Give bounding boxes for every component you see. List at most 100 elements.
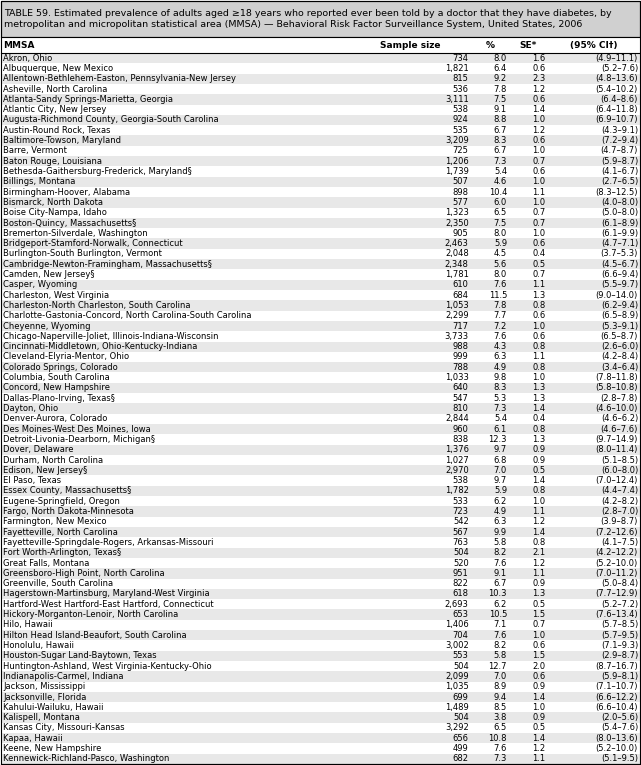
Text: 6.2: 6.2 (494, 600, 507, 609)
Text: Jackson, Mississippi: Jackson, Mississippi (3, 682, 85, 692)
Text: 2,048: 2,048 (445, 249, 469, 259)
Text: Jacksonville, Florida: Jacksonville, Florida (3, 692, 87, 702)
Text: 3,002: 3,002 (445, 641, 469, 650)
Text: 9.1: 9.1 (494, 105, 507, 114)
Text: 9.4: 9.4 (494, 692, 507, 702)
Text: 1,376: 1,376 (445, 445, 469, 454)
Text: 2,299: 2,299 (445, 311, 469, 321)
Text: 7.3: 7.3 (494, 754, 507, 763)
Text: 924: 924 (453, 116, 469, 125)
Text: (2.9–8.7): (2.9–8.7) (601, 651, 638, 660)
Bar (1, 599, 640, 610)
Text: (5.9–8.7): (5.9–8.7) (601, 157, 638, 166)
Text: 1.4: 1.4 (532, 528, 545, 537)
Text: MMSA: MMSA (3, 41, 35, 50)
Text: 5.4: 5.4 (494, 415, 507, 423)
Text: (8.7–16.7): (8.7–16.7) (595, 662, 638, 671)
Text: Greensboro-High Point, North Carolina: Greensboro-High Point, North Carolina (3, 569, 165, 578)
Bar (1, 125, 640, 135)
Text: (5.8–10.8): (5.8–10.8) (595, 383, 638, 392)
Text: (6.4–11.8): (6.4–11.8) (595, 105, 638, 114)
Text: 8.5: 8.5 (494, 703, 507, 711)
Text: Cincinnati-Middletown, Ohio-Kentucky-Indiana: Cincinnati-Middletown, Ohio-Kentucky-Ind… (3, 342, 197, 351)
Bar (1, 651, 640, 661)
Text: 538: 538 (453, 476, 469, 485)
Text: (9.0–14.0): (9.0–14.0) (595, 291, 638, 300)
Bar (1, 640, 640, 651)
Text: 0.8: 0.8 (532, 487, 545, 496)
Text: Casper, Wyoming: Casper, Wyoming (3, 280, 78, 289)
Bar (1, 661, 640, 671)
Text: (4.6–6.2): (4.6–6.2) (601, 415, 638, 423)
Text: (5.4–10.2): (5.4–10.2) (595, 85, 638, 93)
Text: 507: 507 (453, 177, 469, 187)
Bar (1, 280, 640, 290)
Text: 788: 788 (453, 363, 469, 372)
Text: 1.0: 1.0 (532, 496, 545, 506)
Text: 10.4: 10.4 (488, 187, 507, 197)
Text: 1.2: 1.2 (532, 558, 545, 568)
Text: 999: 999 (453, 353, 469, 362)
Text: 0.6: 0.6 (532, 167, 545, 176)
Text: 0.5: 0.5 (532, 724, 545, 732)
Text: 1,033: 1,033 (445, 373, 469, 382)
Text: 1.3: 1.3 (532, 291, 545, 300)
Text: 0.7: 0.7 (532, 208, 545, 217)
Bar (1, 568, 640, 578)
Text: (4.2–8.4): (4.2–8.4) (601, 353, 638, 362)
Text: Allentown-Bethlehem-Easton, Pennsylvania-New Jersey: Allentown-Bethlehem-Easton, Pennsylvania… (3, 74, 236, 83)
Text: 7.6: 7.6 (494, 280, 507, 289)
Text: (7.1–9.3): (7.1–9.3) (601, 641, 638, 650)
Text: Dallas-Plano-Irving, Texas§: Dallas-Plano-Irving, Texas§ (3, 394, 115, 402)
Text: 11.5: 11.5 (488, 291, 507, 300)
Text: 704: 704 (453, 630, 469, 640)
Text: 1,035: 1,035 (445, 682, 469, 692)
Text: 0.6: 0.6 (532, 672, 545, 681)
Text: 7.0: 7.0 (494, 672, 507, 681)
Text: 734: 734 (453, 54, 469, 63)
Text: 504: 504 (453, 662, 469, 671)
Text: 1.0: 1.0 (532, 177, 545, 187)
Bar (1, 712, 640, 723)
Bar (1, 496, 640, 506)
Text: Edison, New Jersey§: Edison, New Jersey§ (3, 466, 87, 475)
Text: (5.0–8.4): (5.0–8.4) (601, 579, 638, 588)
Text: 1.1: 1.1 (532, 353, 545, 362)
Text: 5.9: 5.9 (494, 239, 507, 248)
Text: 499: 499 (453, 744, 469, 753)
Text: Atlantic City, New Jersey: Atlantic City, New Jersey (3, 105, 106, 114)
Text: TABLE 59. Estimated prevalence of adults aged ≥18 years who reported ever been t: TABLE 59. Estimated prevalence of adults… (4, 9, 612, 29)
Text: 2,348: 2,348 (445, 260, 469, 269)
Text: Essex County, Massachusetts§: Essex County, Massachusetts§ (3, 487, 131, 496)
Text: Bridgeport-Stamford-Norwalk, Connecticut: Bridgeport-Stamford-Norwalk, Connecticut (3, 239, 183, 248)
Text: 3,733: 3,733 (445, 332, 469, 341)
Text: (7.7–12.9): (7.7–12.9) (595, 590, 638, 598)
Bar (1, 435, 640, 444)
Text: (2.7–6.5): (2.7–6.5) (601, 177, 638, 187)
Text: 4.3: 4.3 (494, 342, 507, 351)
Bar (1, 754, 640, 764)
Text: 7.5: 7.5 (494, 219, 507, 227)
Text: (8.0–13.6): (8.0–13.6) (595, 734, 638, 743)
Text: Billings, Montana: Billings, Montana (3, 177, 76, 187)
Text: Greenville, South Carolina: Greenville, South Carolina (3, 579, 113, 588)
Text: (4.7–8.7): (4.7–8.7) (601, 146, 638, 155)
Bar (1, 156, 640, 166)
Bar (1, 73, 640, 84)
Text: Eugene-Springfield, Oregon: Eugene-Springfield, Oregon (3, 496, 120, 506)
Text: Kennewick-Richland-Pasco, Washington: Kennewick-Richland-Pasco, Washington (3, 754, 169, 763)
Text: (4.1–7.5): (4.1–7.5) (601, 538, 638, 547)
Text: (4.2–8.2): (4.2–8.2) (601, 496, 638, 506)
Text: 1.5: 1.5 (532, 651, 545, 660)
Text: 0.8: 0.8 (532, 301, 545, 310)
Text: Hartford-West Hartford-East Hartford, Connecticut: Hartford-West Hartford-East Hartford, Co… (3, 600, 213, 609)
Text: 9.1: 9.1 (494, 569, 507, 578)
Bar (1, 455, 640, 465)
Text: (5.3–9.1): (5.3–9.1) (601, 321, 638, 330)
Text: 1.1: 1.1 (532, 187, 545, 197)
Text: 763: 763 (453, 538, 469, 547)
Text: 0.8: 0.8 (532, 425, 545, 434)
Text: 2.1: 2.1 (532, 549, 545, 557)
Text: 7.6: 7.6 (494, 744, 507, 753)
Text: 10.5: 10.5 (488, 610, 507, 619)
